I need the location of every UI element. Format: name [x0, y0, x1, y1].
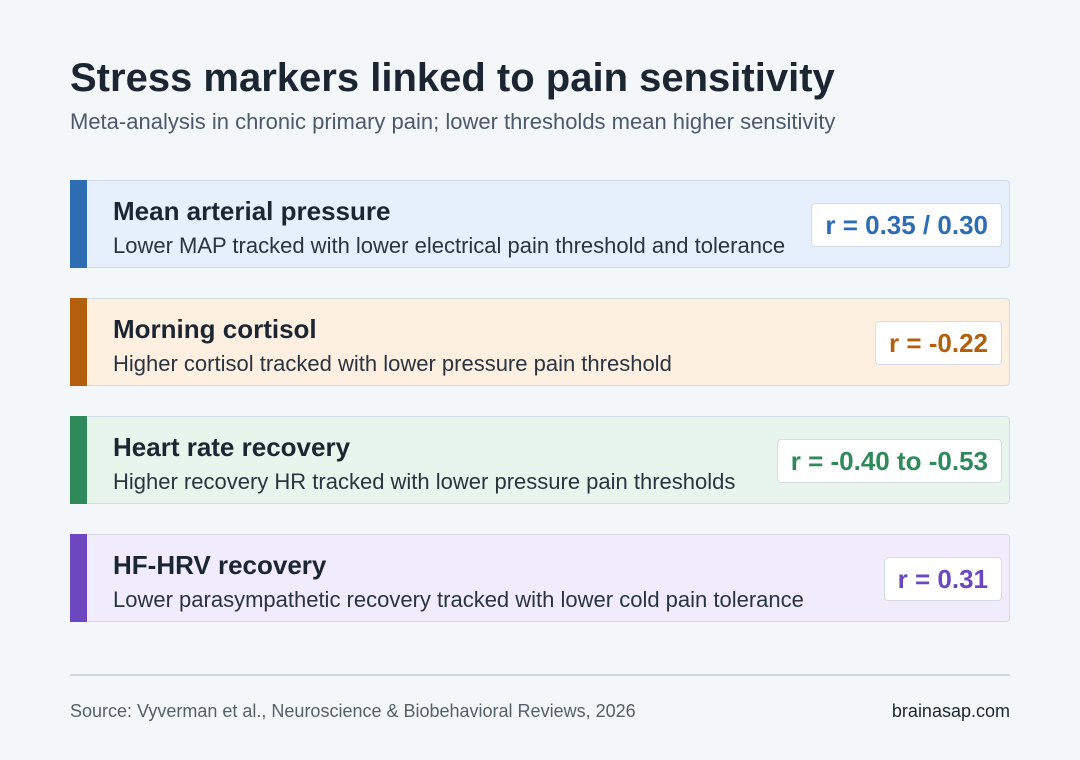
- subtitle: Meta-analysis in chronic primary pain; l…: [70, 109, 836, 134]
- divider: [70, 674, 1010, 676]
- card-description: Higher recovery HR tracked with lower pr…: [113, 469, 736, 494]
- card-stat: r = 0.31: [883, 557, 1002, 601]
- card: HF-HRV recovery Lower parasympathetic rec…: [70, 534, 1010, 622]
- card-stripe: [70, 416, 87, 504]
- card-title: Heart rate recovery: [113, 432, 351, 462]
- card-stripe: [70, 180, 87, 268]
- card-stripe: [70, 534, 87, 622]
- card-stripe: [70, 298, 87, 386]
- card-title: Morning cortisol: [113, 314, 317, 344]
- card-title: Mean arterial pressure: [113, 196, 391, 226]
- card-title: HF-HRV recovery: [113, 550, 327, 580]
- card-stat: r = 0.35 / 0.30: [811, 203, 1002, 247]
- card: Heart rate recovery Higher recovery HR tr…: [70, 416, 1010, 504]
- card-description: Lower MAP tracked with lower electrical …: [113, 233, 786, 258]
- title: Stress markers linked to pain sensitivit…: [70, 56, 835, 100]
- card-description: Lower parasympathetic recovery tracked w…: [113, 587, 804, 612]
- card-stat: r = -0.40 to -0.53: [776, 439, 1002, 483]
- source: Source: Vyverman et al., Neuroscience & …: [70, 701, 636, 721]
- card: Mean arterial pressure Lower MAP tracked …: [70, 180, 1010, 268]
- site-link: brainasap.com: [891, 701, 1010, 721]
- card-description: Higher cortisol tracked with lower press…: [113, 351, 672, 376]
- card-stat: r = -0.22: [874, 321, 1002, 365]
- card: Morning cortisol Higher cortisol tracked …: [70, 298, 1010, 386]
